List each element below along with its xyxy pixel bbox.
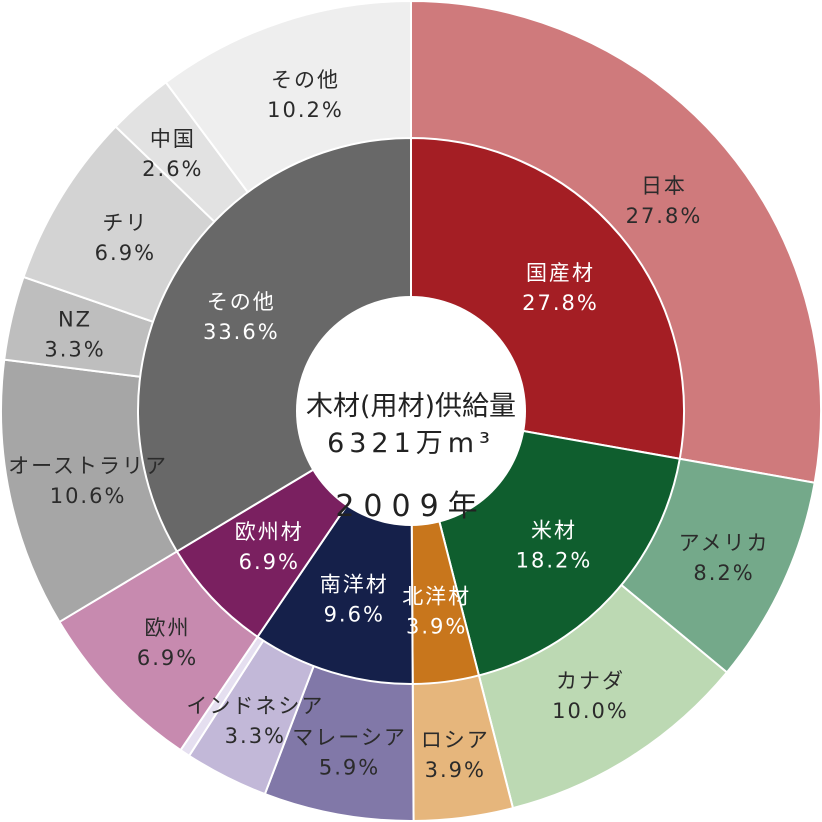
center-hole [296,296,526,526]
outer-label-8: オーストラリア [8,454,168,478]
inner-label-3: 南洋材 [320,573,389,597]
outer-value-label-12: 10.2% [267,98,344,122]
outer-value-label-7: 6.9% [137,646,198,670]
inner-label-2: 北洋材 [402,584,471,608]
outer-value-label-11: 2.6% [142,157,203,181]
inner-value-label-5: 33.6% [203,320,280,344]
inner-value-label-2: 3.9% [406,614,467,638]
outer-label-0: 日本 [641,174,687,198]
outer-value-label-1: 8.2% [693,561,754,585]
inner-value-label-3: 9.6% [324,603,385,627]
inner-value-label-1: 18.2% [516,549,593,573]
inner-label-4: 欧州材 [235,520,304,544]
inner-ring [137,136,685,686]
chart-subtitle: 6321万m³ [327,428,495,459]
outer-label-2: カナダ [556,669,625,693]
inner-value-label-4: 6.9% [239,550,300,574]
outer-value-label-2: 10.0% [552,699,629,723]
outer-value-label-4: 5.9% [319,755,380,779]
inner-label-1: 米材 [531,519,577,543]
outer-label-10: チリ [102,211,148,235]
outer-value-label-9: 3.3% [44,338,105,362]
outer-label-3: ロシア [421,728,490,752]
outer-label-7: 欧州 [145,616,191,640]
slice-labels: 日本 27.8% アメリカ 8.2% カナダ 10.0% ロシア 3.9% マレーシア 5.9% イ… [8,68,770,782]
outer-value-label-5: 3.3% [225,724,286,748]
outer-label-5: インドネシア [186,694,324,718]
outer-value-label-0: 27.8% [626,204,703,228]
outer-label-4: マレーシア [292,725,407,749]
outer-label-9: NZ [58,308,92,332]
outer-label-1: アメリカ [679,531,770,555]
outer-label-11: 中国 [150,127,196,151]
inner-label-5: その他 [207,290,276,314]
outer-value-label-8: 10.6% [50,484,127,508]
outer-value-label-3: 3.9% [425,758,486,782]
chart-year: 2009年 [335,489,486,524]
chart-title: 木材(用材)供給量 [306,391,516,422]
outer-label-12: その他 [271,68,340,92]
outer-value-label-10: 6.9% [95,241,156,265]
inner-value-label-0: 27.8% [522,291,599,315]
inner-label-0: 国産材 [526,261,595,285]
